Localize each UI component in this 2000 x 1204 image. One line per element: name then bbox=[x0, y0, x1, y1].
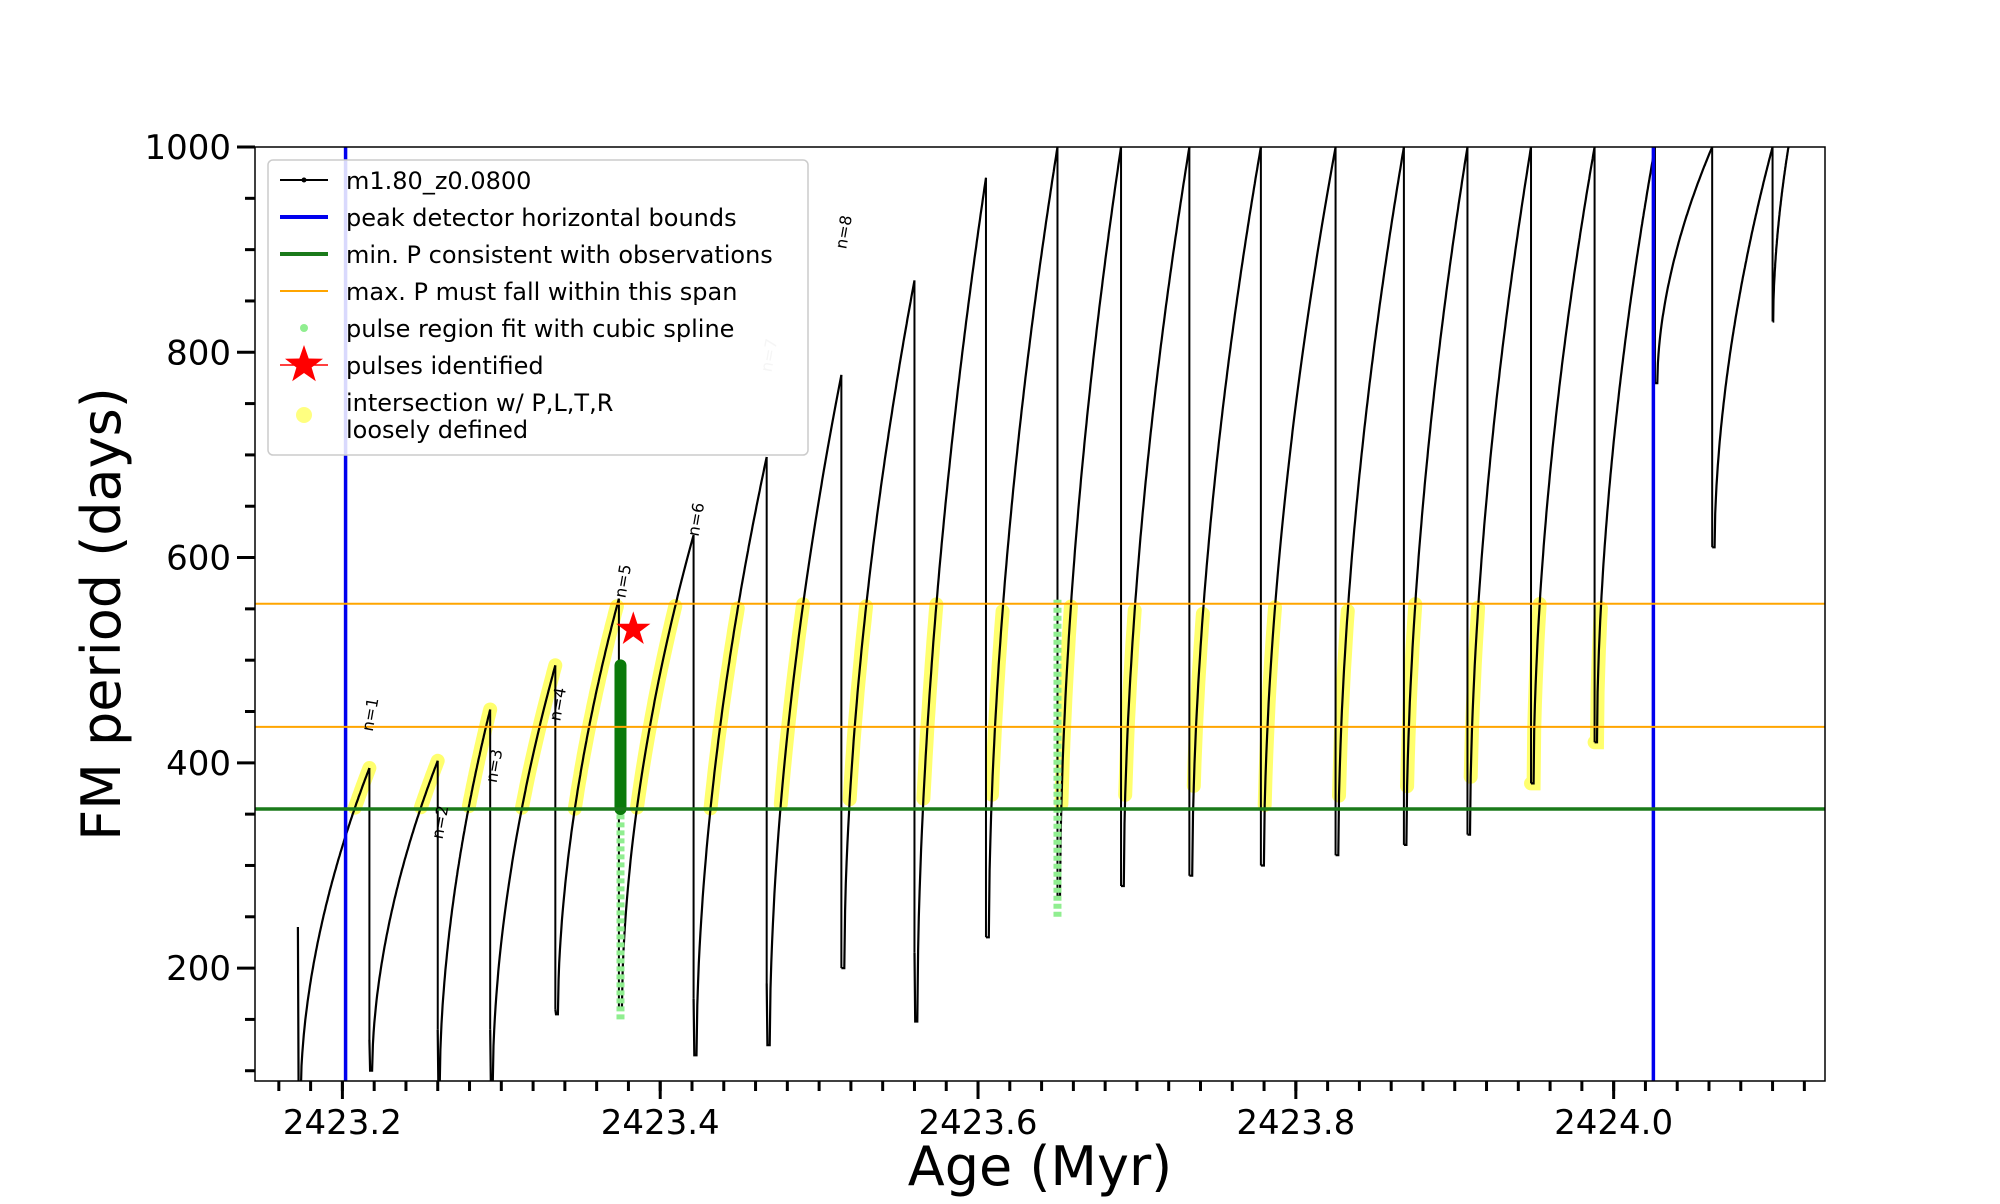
legend-entry-4: max. P must fall within this span bbox=[280, 278, 737, 306]
period-curve-cycle-3 bbox=[436, 709, 492, 1081]
y-tick-label-5: 1000 bbox=[144, 128, 231, 168]
x-axis-label: Age (Myr) bbox=[908, 1135, 1173, 1198]
pulse-label-8: n=8 bbox=[831, 214, 856, 251]
x-tick-label-1: 2423.2 bbox=[283, 1103, 402, 1143]
pulse-label-6: n=6 bbox=[684, 501, 709, 538]
period-curve-cycle-7 bbox=[692, 456, 768, 1057]
legend-swatch-dot bbox=[296, 407, 312, 423]
legend-entry-2: peak detector horizontal bounds bbox=[280, 204, 737, 232]
reference-lines bbox=[255, 147, 1825, 1081]
period-curve-cycle-21 bbox=[1655, 147, 1714, 385]
period-curve-cycle-18 bbox=[1467, 147, 1533, 836]
legend-swatch-dot bbox=[301, 177, 307, 183]
period-curve-cycle-12 bbox=[1057, 147, 1123, 898]
pulse-identified-star bbox=[616, 611, 651, 644]
period-curve-cycle-16 bbox=[1335, 147, 1405, 857]
period-curve-cycle-11 bbox=[986, 147, 1059, 939]
legend-label: pulse region fit with cubic spline bbox=[346, 315, 734, 343]
period-curve-cycle-2 bbox=[368, 760, 439, 1072]
period-curve-cycle-5 bbox=[554, 598, 620, 1016]
intersection-highlight-6 bbox=[630, 599, 683, 815]
legend-box bbox=[267, 159, 809, 456]
spline-fit-layer bbox=[614, 598, 1062, 1020]
period-curve-cycle-13 bbox=[1121, 147, 1191, 888]
period-curve-cycle-10 bbox=[913, 177, 988, 1023]
period-curve-cycle-23 bbox=[1772, 147, 1790, 323]
period-curve-cycle-14 bbox=[1189, 147, 1262, 877]
legend-label: pulses identified bbox=[346, 352, 544, 380]
period-curve-cycle-17 bbox=[1403, 147, 1469, 846]
period-curve-cycle-1 bbox=[296, 767, 371, 1081]
legend-entry-1: m1.80_z0.0800 bbox=[280, 167, 531, 195]
y-tick-label-2: 400 bbox=[166, 744, 231, 784]
legend-label: m1.80_z0.0800 bbox=[346, 167, 531, 195]
legend-entry-3: min. P consistent with observations bbox=[280, 241, 773, 269]
y-tick-label-4: 800 bbox=[166, 333, 231, 373]
axes: 2423.2 2423.4 2423.6 2423.8 2424.0 200 400 600 8… bbox=[144, 128, 1806, 1143]
period-curve-cycle-4 bbox=[489, 665, 557, 1081]
period-curve-cycle-8 bbox=[765, 374, 843, 1047]
legend-label: min. P consistent with observations bbox=[346, 241, 773, 269]
plot-frame bbox=[254, 146, 1826, 1082]
legend-entry-6: pulses identified bbox=[280, 345, 544, 382]
period-curve-cycle-20 bbox=[1594, 147, 1657, 744]
x-tick-label-4: 2423.8 bbox=[1236, 1103, 1355, 1143]
legend-swatch-star bbox=[285, 345, 323, 382]
legend-label: max. P must fall within this span bbox=[346, 278, 737, 306]
y-tick-label-3: 600 bbox=[166, 539, 231, 579]
legend-label: intersection w/ P,L,T,R bbox=[346, 389, 613, 417]
intersection-highlight-5 bbox=[567, 599, 624, 816]
period-curve-cycle-9 bbox=[841, 280, 916, 970]
legend-entry-5: pulse region fit with cubic spline bbox=[300, 315, 734, 343]
legend-label-line2: loosely defined bbox=[346, 416, 528, 444]
period-curves bbox=[296, 147, 1790, 1081]
legend-label: peak detector horizontal bounds bbox=[346, 204, 737, 232]
legend-swatch-dot bbox=[300, 324, 308, 332]
x-tick-label-2: 2423.4 bbox=[601, 1103, 720, 1143]
period-curve-cycle-22 bbox=[1712, 147, 1774, 549]
y-axis-label: FM period (days) bbox=[70, 387, 133, 841]
period-curve-cycle-15 bbox=[1260, 147, 1337, 867]
period-curve-cycle-19 bbox=[1531, 147, 1596, 785]
y-tick-label-1: 200 bbox=[166, 949, 231, 989]
x-tick-label-3: 2423.6 bbox=[919, 1103, 1038, 1143]
pulse-marker-layer bbox=[616, 611, 651, 644]
pulse-label-5: n=5 bbox=[611, 563, 636, 600]
period-curve-cycle-6 bbox=[618, 534, 695, 1011]
x-tick-label-5: 2424.0 bbox=[1554, 1103, 1673, 1143]
